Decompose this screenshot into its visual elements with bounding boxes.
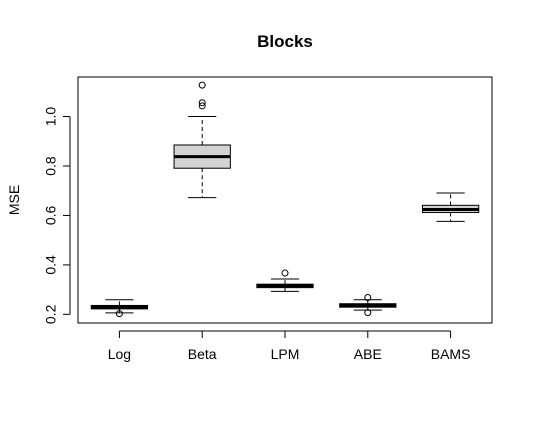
chart-title: Blocks: [257, 32, 313, 51]
outlier-point: [115, 310, 123, 318]
y-tick-label: 0.2: [43, 304, 59, 324]
box-abe: [339, 294, 397, 317]
y-tick-label: 0.4: [43, 255, 59, 275]
box-log: [90, 299, 149, 318]
box-bams: [421, 192, 480, 222]
outlier-point: [281, 269, 289, 277]
x-tick-label: Beta: [188, 346, 217, 362]
outlier-point: [198, 102, 206, 110]
box-series: [90, 81, 480, 318]
outlier-point: [364, 309, 372, 317]
plot-frame: [77, 76, 493, 324]
x-tick-label: BAMS: [431, 346, 471, 362]
y-tick-label: 1.0: [43, 107, 59, 127]
outlier-point: [364, 294, 372, 302]
y-tick-label: 0.6: [43, 206, 59, 226]
y-axis: 0.2 0.4 0.6 0.8 1.0: [43, 107, 71, 324]
x-axis: Log Beta LPM ABE BAMS: [108, 330, 471, 362]
y-axis-label: MSE: [6, 185, 22, 215]
outlier-point: [198, 81, 206, 89]
x-tick-label: Log: [108, 346, 131, 362]
y-tick-label: 0.8: [43, 156, 59, 176]
x-tick-label: ABE: [354, 346, 382, 362]
box-beta: [173, 81, 231, 199]
box-lpm: [256, 269, 314, 292]
x-tick-label: LPM: [271, 346, 300, 362]
outlier-point: [198, 99, 206, 107]
